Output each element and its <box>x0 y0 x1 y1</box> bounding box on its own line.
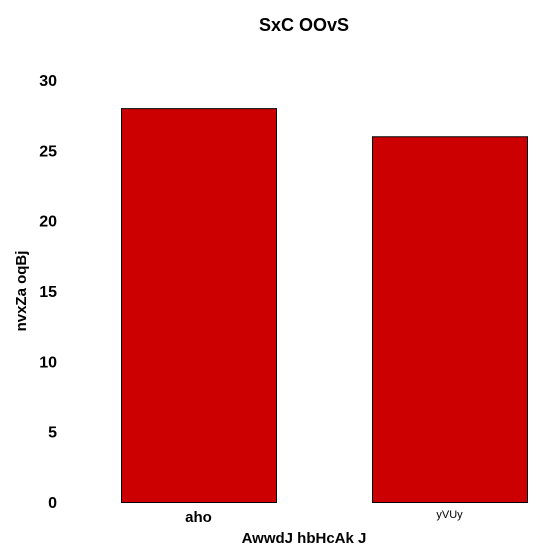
x-axis-ticks: aho yVUy <box>185 509 463 526</box>
y-tick-label: 0 <box>48 495 57 512</box>
bars <box>121 108 528 503</box>
y-tick-label: 25 <box>39 143 57 160</box>
y-tick-label: 15 <box>39 284 57 301</box>
bar <box>372 136 528 503</box>
y-tick-label: 30 <box>39 73 57 90</box>
x-tick-label: yVUy <box>436 509 463 521</box>
y-tick-label: 10 <box>39 354 57 371</box>
bar <box>121 108 277 503</box>
y-tick-label: 5 <box>48 425 57 442</box>
x-axis-label: AwwdJ hbHcAk J <box>242 530 367 547</box>
x-tick-label: aho <box>185 509 212 526</box>
y-axis-ticks: 0 5 10 15 20 25 30 <box>39 73 57 512</box>
y-tick-label: 20 <box>39 214 57 231</box>
y-axis-label: nvxZa oqBj <box>13 251 30 332</box>
chart-title: SxC OOvS <box>259 15 349 35</box>
